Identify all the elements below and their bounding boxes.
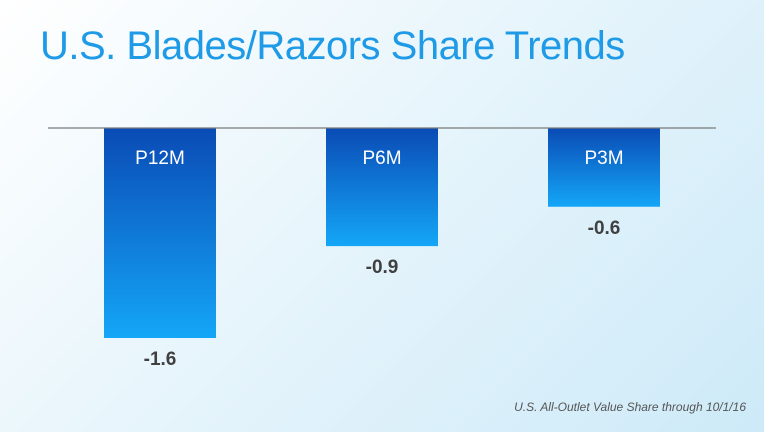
slide-title: U.S. Blades/Razors Share Trends [40,24,625,68]
bar-p3m [548,128,660,207]
value-label-p12m: -1.6 [144,349,177,370]
value-label-p6m: -0.9 [366,257,399,278]
value-label-p3m: -0.6 [588,218,621,239]
bar-p6m [326,128,438,247]
category-label-p6m: P6M [362,148,401,169]
category-label-p3m: P3M [584,148,623,169]
bar-p12m [104,128,216,338]
category-label-p12m: P12M [135,148,185,169]
chart-footnote: U.S. All-Outlet Value Share through 10/1… [514,400,746,414]
